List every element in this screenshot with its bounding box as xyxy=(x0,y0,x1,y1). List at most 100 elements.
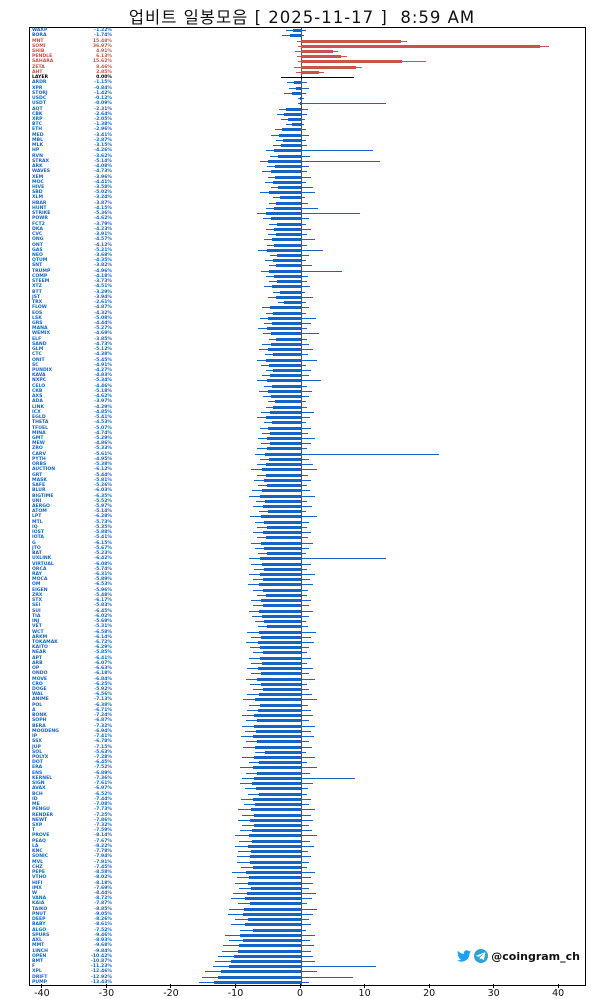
change-percent-value: -7.15% xyxy=(94,744,112,750)
candle-body xyxy=(256,729,302,733)
candle-body xyxy=(261,562,302,566)
change-percent-value: -4.83% xyxy=(94,373,112,379)
candle-body xyxy=(276,280,302,284)
candle-body xyxy=(260,646,302,650)
change-percent-value: -7.13% xyxy=(94,697,112,703)
ticker-label: DEEP xyxy=(32,917,46,923)
candle-body xyxy=(250,818,302,822)
ticker-label: MED xyxy=(32,132,44,138)
change-percent-value: -6.72% xyxy=(94,639,112,645)
ticker-label: VET xyxy=(32,624,42,630)
change-percent-value: -4.85% xyxy=(94,409,112,415)
ticker-label: AXS xyxy=(32,394,43,400)
ticker-label: TOKAMAK xyxy=(32,639,58,645)
candle-body xyxy=(266,447,302,451)
x-tick-label: -30 xyxy=(98,988,115,999)
ticker-label: EOS xyxy=(32,310,43,316)
change-percent-value: -8.72% xyxy=(94,896,112,902)
change-percent-value: -1.74% xyxy=(94,33,112,39)
ticker-label: TAIKO xyxy=(32,906,48,912)
change-percent-value: -8.18% xyxy=(94,880,112,886)
candle-body xyxy=(273,405,302,409)
x-tick-mark xyxy=(557,984,559,988)
ticker-label: BERA xyxy=(32,723,46,729)
ticker-label: UXLINK xyxy=(32,556,52,562)
change-percent-value: -3.73% xyxy=(94,279,112,285)
candle-body xyxy=(266,379,302,383)
change-percent-value: -2.31% xyxy=(94,106,112,112)
candle-body xyxy=(300,97,302,101)
change-percent-value: -1.22% xyxy=(94,28,112,34)
ticker-label: EIGEN xyxy=(32,587,48,593)
change-percent-value: -5.41% xyxy=(94,535,112,541)
change-percent-value: -3.24% xyxy=(94,195,112,201)
candle-body xyxy=(276,222,302,226)
candle-body xyxy=(263,478,302,482)
candle-body xyxy=(301,76,303,80)
ticker-label: XRP xyxy=(32,117,43,123)
candle-body xyxy=(275,400,302,404)
ticker-label: XEM xyxy=(32,174,44,180)
change-percent-value: -4.27% xyxy=(94,368,112,374)
candle-body xyxy=(260,494,302,498)
ticker-label: WEMIX xyxy=(32,331,51,337)
change-percent-value: -5.92% xyxy=(94,687,112,693)
x-tick-label: 30 xyxy=(487,988,500,999)
candle-body xyxy=(260,572,302,576)
ticker-label: MOC xyxy=(32,179,44,185)
change-percent-value: -5.88% xyxy=(94,530,112,536)
candle-body xyxy=(257,740,302,744)
candle-body xyxy=(281,128,302,132)
change-percent-value: -5.74% xyxy=(94,566,112,572)
change-percent-value: -5.12% xyxy=(94,347,112,353)
ticker-label: IP xyxy=(32,734,38,740)
change-percent-value: -7.25% xyxy=(94,812,112,818)
ticker-label: BMT xyxy=(32,958,44,964)
change-percent-value: 36.97% xyxy=(92,43,112,49)
change-percent-value: -7.32% xyxy=(94,723,112,729)
change-percent-value: -6.89% xyxy=(94,770,112,776)
candle-body xyxy=(264,620,302,624)
ticker-label: KNC xyxy=(32,849,43,855)
ticker-label: W xyxy=(32,890,38,896)
ticker-label: STORJ xyxy=(32,90,48,96)
candle-body xyxy=(301,44,540,48)
change-percent-value: -4.91% xyxy=(94,362,112,368)
ticker-label: ARDR xyxy=(32,80,47,86)
candle-wick xyxy=(281,77,354,79)
change-percent-value: -7.59% xyxy=(94,828,112,834)
change-percent-value: -2.64% xyxy=(94,111,112,117)
change-percent-value: -4.15% xyxy=(94,205,112,211)
x-tick-label: -40 xyxy=(34,988,50,999)
candle-body xyxy=(277,186,302,189)
change-percent-value: -8.61% xyxy=(94,922,112,928)
change-percent-value: -4.87% xyxy=(94,305,112,311)
ticker-label: ENS xyxy=(32,770,43,776)
ticker-label: SEI xyxy=(32,603,41,609)
ticker-label: NXPC xyxy=(32,378,47,384)
candle-body xyxy=(274,243,302,247)
ticker-label: BTC xyxy=(32,122,43,128)
change-percent-value: -5.35% xyxy=(94,524,112,530)
change-percent-value: -7.36% xyxy=(94,775,112,781)
candle-body xyxy=(258,630,302,634)
change-percent-value: -7.44% xyxy=(94,796,112,802)
ticker-label: MLK xyxy=(32,143,44,149)
candle-body xyxy=(273,227,302,231)
candle-body xyxy=(266,212,302,216)
change-percent-value: -5.69% xyxy=(94,619,112,625)
ticker-label: A xyxy=(32,707,36,713)
ticker-label: SONIC xyxy=(32,854,49,860)
ticker-label: FCT2 xyxy=(32,221,45,227)
ticker-label: PROVE xyxy=(32,833,50,839)
change-percent-value: -3.82% xyxy=(94,263,112,269)
change-percent-value: -10.87% xyxy=(90,958,112,964)
ticker-label: HUNT xyxy=(32,205,47,211)
ticker-label: HIVE xyxy=(32,185,45,190)
ticker-label: MANA xyxy=(32,326,48,332)
candle-body xyxy=(270,431,302,435)
candle-body xyxy=(269,457,302,461)
candle-wick xyxy=(259,160,381,162)
ticker-label: PNUT xyxy=(32,911,47,917)
